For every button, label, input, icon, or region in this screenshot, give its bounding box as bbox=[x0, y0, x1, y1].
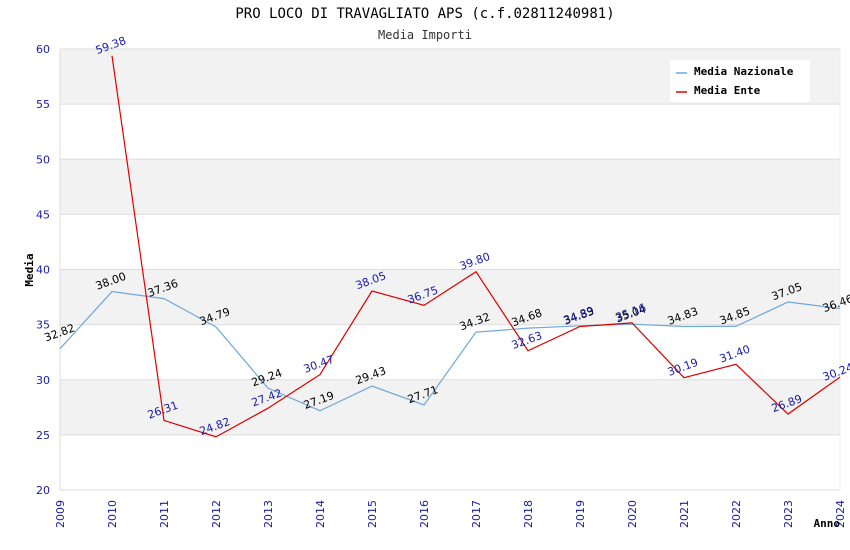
legend: Media Nazionale Media Ente bbox=[670, 60, 810, 102]
y-tick-label: 50 bbox=[36, 153, 50, 166]
y-tick-label: 60 bbox=[36, 43, 50, 56]
y-axis-ticks: 20 25 30 35 40 45 50 55 60 bbox=[36, 43, 50, 497]
chart-subtitle: Media Importi bbox=[378, 28, 472, 42]
grid-band bbox=[60, 269, 840, 325]
x-tick-label: 2014 bbox=[314, 500, 327, 528]
legend-label-media-ente: Media Ente bbox=[694, 84, 761, 97]
grid-band bbox=[60, 104, 840, 160]
x-tick-label: 2011 bbox=[158, 500, 171, 528]
y-tick-label: 40 bbox=[36, 264, 50, 277]
x-tick-label: 2009 bbox=[54, 500, 67, 528]
legend-box bbox=[670, 60, 810, 102]
y-tick-label: 55 bbox=[36, 98, 50, 111]
x-tick-label: 2018 bbox=[522, 500, 535, 528]
grid-band bbox=[60, 214, 840, 270]
y-tick-label: 30 bbox=[36, 374, 50, 387]
series-line-media-nazionale bbox=[59, 290, 841, 412]
x-tick-label: 2023 bbox=[782, 500, 795, 528]
y-tick-label: 35 bbox=[36, 319, 50, 332]
x-tick-label: 2021 bbox=[678, 500, 691, 528]
grid-band bbox=[60, 379, 840, 435]
x-tick-label: 2012 bbox=[210, 500, 223, 528]
x-tick-label: 2017 bbox=[470, 500, 483, 528]
y-tick-label: 25 bbox=[36, 429, 50, 442]
x-tick-label: 2015 bbox=[366, 500, 379, 528]
x-tick-label: 2019 bbox=[574, 500, 587, 528]
x-tick-label: 2024 bbox=[834, 500, 847, 528]
grid-bands bbox=[60, 49, 840, 490]
x-tick-label: 2022 bbox=[730, 500, 743, 528]
x-tick-label: 2010 bbox=[106, 500, 119, 528]
legend-label-media-nazionale: Media Nazionale bbox=[694, 65, 794, 78]
x-axis-label: Anno bbox=[814, 517, 841, 530]
series-lines bbox=[59, 55, 841, 438]
y-tick-label: 20 bbox=[36, 484, 50, 497]
series-line-media-ente bbox=[111, 55, 841, 438]
x-tick-label: 2020 bbox=[626, 500, 639, 528]
y-tick-label: 45 bbox=[36, 208, 50, 221]
grid-band bbox=[60, 159, 840, 215]
x-axis-ticks: 2009 2010 2011 2012 2013 2014 2015 2016 2017 2018… bbox=[54, 500, 847, 528]
grid-lines bbox=[59, 48, 841, 491]
x-tick-label: 2016 bbox=[418, 500, 431, 528]
grid-band bbox=[60, 434, 840, 490]
x-tick-label: 2013 bbox=[262, 500, 275, 528]
chart-title: PRO LOCO DI TRAVAGLIATO APS (c.f.0281124… bbox=[235, 6, 614, 22]
y-axis-label: Media bbox=[23, 253, 36, 286]
